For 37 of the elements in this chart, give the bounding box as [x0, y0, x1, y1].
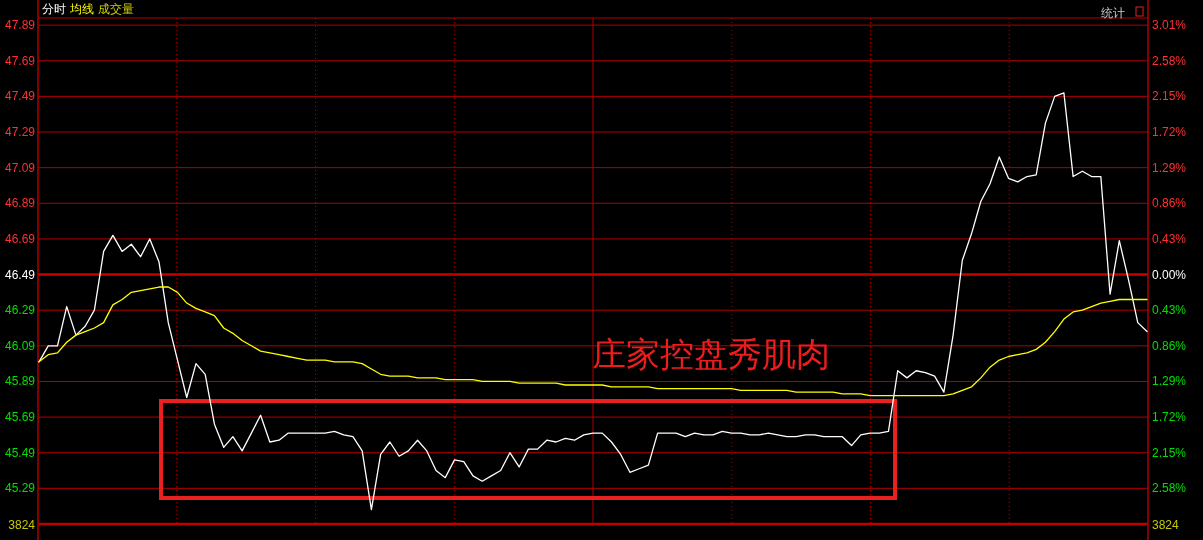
y2-tick-label: 1.72%: [1152, 410, 1187, 424]
y-tick-label: 46.29: [4, 303, 36, 318]
y2-tick-label: 1.29%: [1152, 160, 1187, 175]
y-tick-label: 46.69: [4, 231, 36, 246]
y2-tick-label: 1.29%: [1152, 374, 1187, 389]
y2-tick-label: 2.15%: [1152, 89, 1187, 104]
y2-tick-label: 2.58%: [1152, 53, 1187, 68]
y-tick-label: 47.89: [4, 18, 36, 33]
y-tick-label: 45.69: [4, 410, 36, 425]
text: 均线: [69, 2, 94, 16]
y-tick-label: 45.49: [4, 445, 36, 460]
y2-tick-label: 0.86%: [1152, 196, 1187, 211]
y2-tick-label: 0.86%: [1152, 338, 1187, 353]
text: 3824: [8, 518, 36, 532]
text: 成交量: [98, 2, 134, 16]
y-tick-label: 47.29: [4, 125, 36, 140]
y2-tick-label: 0.43%: [1152, 231, 1187, 246]
y2-tick-label: 3.01%: [1152, 18, 1187, 33]
y2-tick-label: 0.43%: [1152, 303, 1187, 318]
line-series: [38, 92, 1148, 511]
y2-tick-label: 1.72%: [1152, 125, 1187, 140]
y-tick-label: 46.49: [4, 267, 36, 282]
annotation: 统计: [1101, 6, 1125, 20]
y2-tick-label: 2.58%: [1152, 481, 1187, 496]
text: 分时: [42, 2, 66, 16]
y-tick-label: 45.89: [4, 374, 36, 389]
y-tick-label: 47.09: [4, 160, 36, 175]
y-tick-label: 47.49: [4, 89, 36, 104]
text: 3824: [1152, 518, 1180, 532]
annotation: 庄家控盘秀肌肉: [592, 336, 830, 373]
y2-tick-label: 0.00%: [1152, 267, 1187, 282]
y-tick-label: 47.69: [4, 53, 36, 68]
y-tick-label: 45.29: [4, 481, 36, 496]
y-tick-label: 46.09: [4, 338, 36, 353]
line-series: [38, 286, 1148, 397]
y2-tick-label: 2.15%: [1152, 445, 1187, 460]
y-tick-label: 46.89: [4, 196, 36, 211]
